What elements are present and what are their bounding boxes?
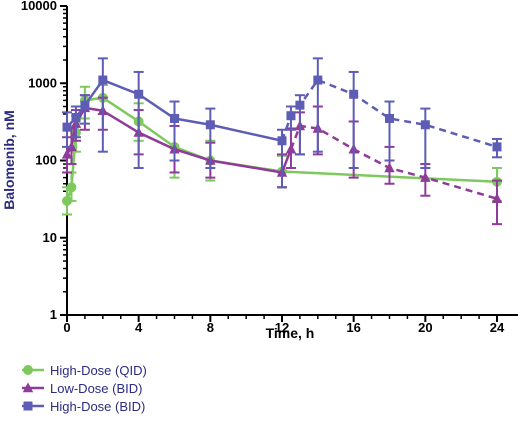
data-point: [61, 148, 73, 159]
legend-label: Low-Dose (BID): [50, 381, 142, 396]
data-point: [313, 75, 323, 85]
data-point: [492, 142, 502, 152]
axes-layer: 1 10 100 1000 10000 0 4 8 12 16 20 24: [21, 0, 518, 335]
legend-item: Low-Dose (BID): [22, 381, 142, 396]
legend-label: High-Dose (QID): [50, 363, 147, 378]
data-point: [420, 120, 430, 130]
data-point: [384, 162, 395, 173]
legend-label: High-Dose (BID): [50, 399, 145, 414]
y-tick-label: 10000: [21, 0, 57, 13]
data-point: [285, 143, 297, 154]
x-tick-label: 24: [490, 320, 505, 335]
data-point: [295, 100, 305, 110]
series-line: [65, 106, 293, 174]
series-3: [62, 57, 502, 189]
series-layer: [61, 57, 503, 226]
data-point: [98, 75, 108, 85]
data-point: [491, 193, 503, 203]
y-tick-label: 100: [35, 153, 57, 168]
legend-marker: [22, 382, 34, 393]
x-tick-label: 8: [207, 320, 214, 335]
x-axis-title: Time, h: [266, 325, 315, 341]
data-point: [170, 113, 179, 123]
x-tick-label: 12: [275, 320, 289, 335]
x-tick-label: 0: [63, 320, 70, 335]
data-point: [71, 113, 81, 123]
data-point: [80, 100, 90, 110]
y-axis-ticks: 1 10 100 1000 10000: [21, 0, 67, 322]
data-point: [385, 113, 394, 123]
data-point: [420, 171, 431, 182]
x-tick-label: 4: [135, 320, 143, 335]
data-point: [62, 122, 72, 132]
legend-item: High-Dose (BID): [22, 399, 145, 414]
data-point: [205, 120, 215, 130]
data-point: [134, 89, 144, 99]
x-tick-label: 20: [418, 320, 432, 335]
data-point: [277, 136, 287, 146]
legend-item: High-Dose (QID): [22, 363, 147, 378]
legend-marker: [23, 401, 33, 411]
x-tick-label: 16: [346, 320, 360, 335]
data-point: [349, 89, 359, 99]
y-tick-label: 10: [43, 230, 57, 245]
legend-marker: [23, 365, 33, 375]
legend: High-Dose (QID) Low-Dose (BID) High-Dose (…: [22, 363, 147, 414]
data-point: [286, 111, 296, 121]
data-point: [66, 182, 77, 193]
y-tick-label: 1000: [28, 75, 57, 90]
x-axis-ticks: 0 4 8 12 16 20 24: [63, 315, 505, 335]
y-axis-title: Balomenib, nM: [1, 110, 17, 210]
y-tick-label: 1: [50, 307, 57, 322]
